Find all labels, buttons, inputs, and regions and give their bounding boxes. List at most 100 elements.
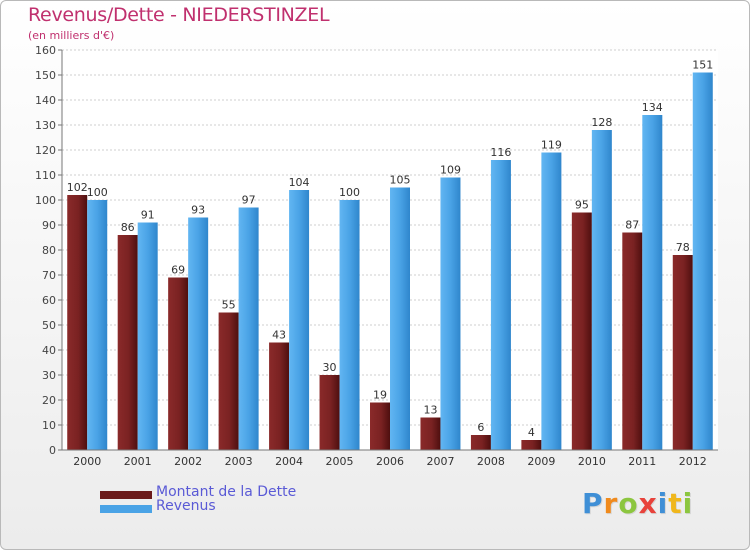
y-tick-label: 130 (35, 119, 56, 132)
y-tick-label: 100 (35, 194, 56, 207)
bars: 102 1008691699355974310430100191051310961… (67, 59, 713, 450)
data-label: 6 (477, 421, 484, 434)
bar-dette (218, 312, 239, 450)
x-tick-label: 2011 (628, 455, 656, 468)
chart-title: Revenus/Dette - NIEDERSTINZEL (28, 4, 330, 26)
bar-revenus (289, 190, 310, 450)
bar-dette (370, 402, 390, 450)
data-label: 69 (171, 264, 185, 277)
data-label: 78 (676, 241, 690, 254)
bar-dette (319, 375, 340, 450)
y-tick-label: 160 (35, 44, 56, 57)
data-label: 119 (541, 139, 562, 152)
bar-revenus (339, 200, 360, 450)
y-tick-label: 150 (35, 69, 56, 82)
data-label: 93 (191, 204, 205, 217)
proxiti-logo: Proxiti (582, 487, 693, 520)
bar-dette (420, 417, 441, 450)
logo-letter: x (638, 487, 658, 520)
data-label: 95 (575, 199, 589, 212)
legend-swatch-dette (100, 491, 152, 499)
y-tick-label: 90 (42, 219, 56, 232)
x-tick-label: 2008 (477, 455, 505, 468)
bar-revenus (137, 222, 158, 450)
legend-swatch-revenus (100, 505, 152, 513)
x-tick-label: 2004 (275, 455, 303, 468)
bar-dette (117, 235, 138, 450)
data-label: 100 (339, 186, 360, 199)
bar-dette (269, 342, 290, 450)
data-label: 105 (390, 174, 411, 187)
bar-dette (521, 440, 542, 450)
y-axis: 0 10 20 30 40 50 60 70 80 90 100 110 120 130 140 150 160 (35, 44, 63, 457)
bar-revenus (238, 207, 259, 450)
y-tick-label: 10 (42, 419, 56, 432)
bar-dette (470, 435, 491, 450)
logo-letter: i (657, 487, 669, 520)
x-tick-label: 2012 (679, 455, 707, 468)
data-label: 4 (528, 426, 535, 439)
data-label: 116 (490, 146, 511, 159)
bar-revenus (188, 217, 209, 450)
x-tick-label: 2007 (426, 455, 454, 468)
chart-subtitle: (en milliers d'€) (28, 29, 115, 42)
bar-revenus (541, 152, 562, 450)
y-tick-label: 40 (42, 344, 56, 357)
data-label: 19 (373, 389, 387, 402)
y-tick-label: 50 (42, 319, 56, 332)
bar-revenus (642, 115, 663, 450)
y-tick-label: 110 (35, 169, 56, 182)
data-label: 104 (289, 176, 310, 189)
y-tick-label: 120 (35, 144, 56, 157)
bar-revenus (87, 200, 108, 450)
bar-revenus (390, 187, 410, 450)
data-label: 100 (87, 186, 108, 199)
y-tick-label: 30 (42, 369, 56, 382)
y-tick-label: 70 (42, 269, 56, 282)
data-label: 134 (642, 101, 663, 114)
data-label: 13 (423, 404, 437, 417)
logo-letter: t (668, 487, 683, 520)
x-tick-label: 2001 (124, 455, 152, 468)
x-tick-label: 2003 (225, 455, 253, 468)
x-tick-label: 2006 (376, 455, 404, 468)
data-label: 30 (323, 361, 337, 374)
bar-dette (571, 212, 592, 450)
bar-revenus (692, 72, 713, 450)
data-label: 109 (440, 164, 461, 177)
x-tick-label: 2002 (174, 455, 202, 468)
bar-dette (67, 195, 88, 450)
bar-revenus (440, 177, 461, 450)
logo-letter: r (603, 487, 619, 520)
data-label: 151 (692, 59, 713, 72)
y-tick-label: 140 (35, 94, 56, 107)
x-tick-label: 2005 (326, 455, 354, 468)
data-label: 91 (141, 209, 155, 222)
x-tick-label: 2000 (73, 455, 101, 468)
x-axis: 2000 2001 2002 2003 2004 2005 2006 2007 2008 2009… (62, 449, 718, 468)
data-label: 55 (222, 299, 236, 312)
y-tick-label: 80 (42, 244, 56, 257)
x-tick-label: 2009 (527, 455, 555, 468)
y-tick-label: 0 (49, 444, 56, 457)
data-label: 43 (272, 329, 286, 342)
data-label: 97 (242, 194, 256, 207)
y-tick-label: 20 (42, 394, 56, 407)
bar-revenus (591, 130, 612, 450)
legend-label-revenus: Revenus (156, 498, 216, 514)
data-label: 87 (625, 219, 639, 232)
y-tick-label: 60 (42, 294, 56, 307)
bar-dette (672, 255, 693, 450)
data-label: 102 (67, 181, 88, 194)
x-tick-label: 2010 (578, 455, 606, 468)
legend-label-dette: Montant de la Dette (156, 484, 297, 500)
bar-dette (622, 232, 643, 450)
bar-dette (168, 277, 189, 450)
logo-letter: i (682, 487, 694, 520)
data-label: 86 (121, 221, 135, 234)
data-label: 128 (591, 116, 612, 129)
bar-revenus (490, 160, 511, 450)
logo-letter: o (618, 487, 639, 520)
logo-letter: P (582, 487, 604, 520)
